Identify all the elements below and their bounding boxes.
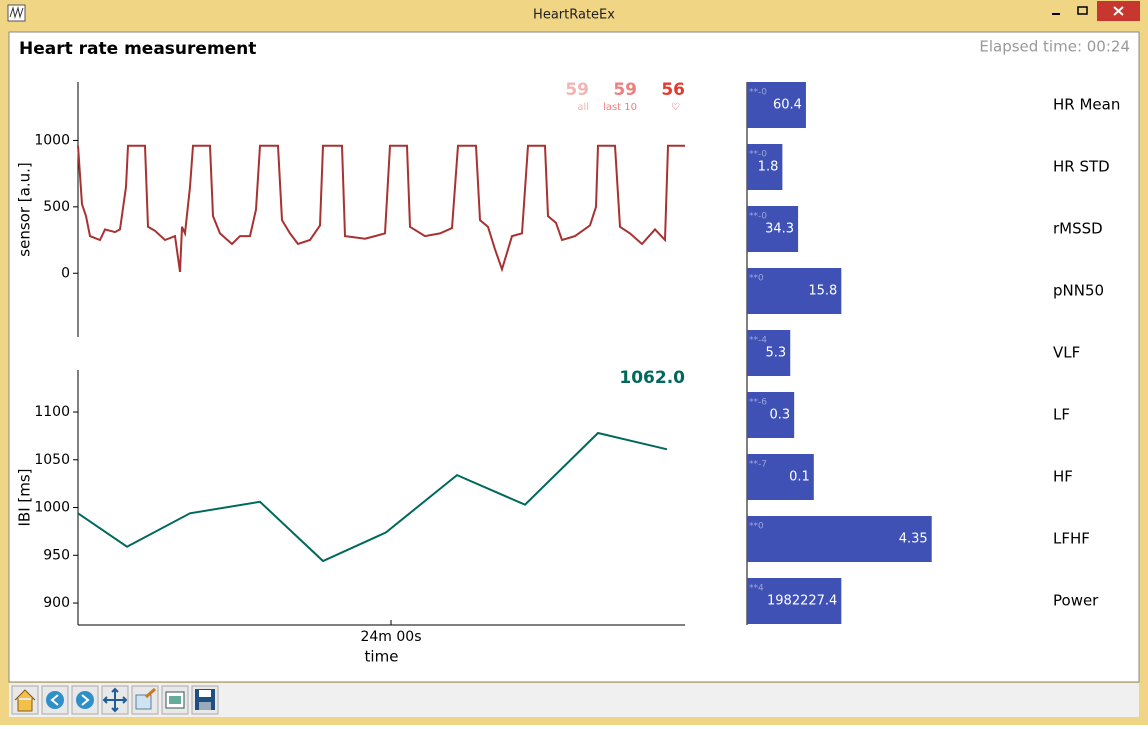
category-label: HR STD [1053,158,1110,176]
bar [747,454,814,500]
x-tick-label: 24m 00s [360,629,421,645]
bar [747,144,783,190]
stat-label: last 10 [603,102,637,113]
stat-value: 59 [613,80,637,100]
bar [747,82,806,128]
stat-label: all [577,102,589,113]
stat-value: 56 [661,80,685,100]
bar-tag: **-0 [749,150,767,160]
y-tick-label: 950 [43,547,70,563]
category-label: HR Mean [1053,96,1120,114]
y-axis-label: sensor [a.u.] [16,162,34,256]
x-axis-label: time [365,648,399,666]
bar-value: 4.35 [899,532,928,547]
category-label: VLF [1053,344,1080,362]
pan-button[interactable] [101,685,129,715]
forward-button[interactable] [71,685,99,715]
minimize-button[interactable] [1042,2,1070,22]
y-tick-label: 0 [61,265,70,281]
bar-tag: **-7 [749,460,767,470]
back-button[interactable] [41,685,69,715]
save-button[interactable] [191,685,219,715]
current-value: 1062.0 [619,368,685,388]
app-icon-glyph [9,6,24,19]
elapsed-time: Elapsed time: 00:24 [979,38,1130,56]
maximize-button[interactable] [1070,2,1096,22]
bar-value: 60.4 [773,98,802,113]
bar [747,516,932,562]
stat-value: 59 [565,80,589,100]
stat-label: ♡ [671,102,680,113]
data-line [77,431,668,563]
y-axis-label: IBI [ms] [16,468,34,526]
y-tick-label: 1050 [34,452,70,468]
y-tick-label: 1100 [34,404,70,420]
bar-tag: **-6 [749,398,767,408]
bar [747,206,799,252]
content-area [8,31,1140,683]
bar-tag: **0 [749,522,764,532]
data-line [77,144,685,273]
close-button[interactable] [1097,1,1140,21]
bar-value: 15.8 [808,284,837,299]
category-label: LFHF [1053,530,1090,548]
category-label: HF [1053,468,1073,486]
bar-tag: **4 [749,584,764,594]
category-label: Power [1053,592,1099,610]
bar-tag: **-4 [749,336,767,346]
category-label: LF [1053,406,1070,424]
category-label: rMSSD [1053,220,1103,238]
bar-tag: **-0 [749,212,767,222]
home-button[interactable] [11,685,39,715]
bar-value: 34.3 [765,222,794,237]
bar-tag: **-0 [749,88,767,98]
configure-button[interactable] [161,685,189,715]
bar [747,330,791,376]
bar-value: 1.8 [758,160,779,175]
bar-value: 1982227.4 [767,594,837,609]
bar [747,268,842,314]
bar-value: 0.1 [789,470,810,485]
y-tick-label: 500 [43,199,70,215]
bar-tag: **0 [749,274,764,284]
y-tick-label: 1000 [34,500,70,516]
page-title: Heart rate measurement [19,39,256,59]
bar-value: 5.3 [766,346,787,361]
window-title: HeartRateEx [533,8,615,23]
bar-value: 0.3 [769,408,790,423]
y-tick-label: 1000 [34,132,70,148]
bar [747,578,842,624]
y-tick-label: 900 [43,595,70,611]
category-label: pNN50 [1053,282,1104,300]
zoom-button[interactable] [131,685,159,715]
bar [747,392,795,438]
